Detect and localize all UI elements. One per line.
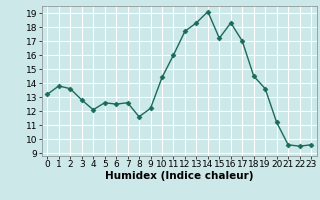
X-axis label: Humidex (Indice chaleur): Humidex (Indice chaleur) [105, 171, 253, 181]
